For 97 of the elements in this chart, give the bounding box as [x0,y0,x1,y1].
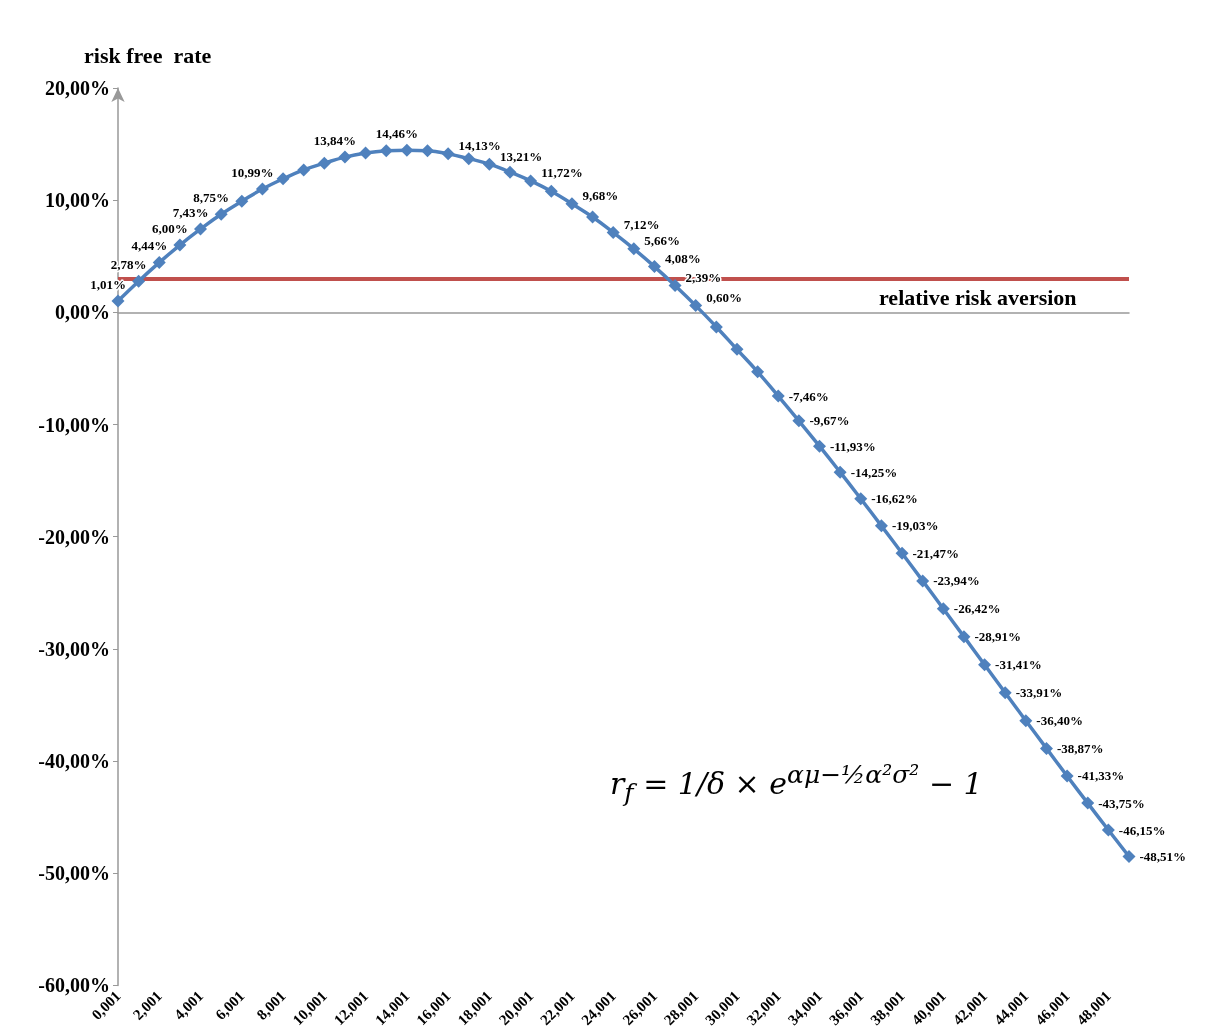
point [957,630,971,644]
data-label: -31,41% [995,657,1042,673]
point [152,256,166,270]
data-label: 5,66% [644,233,681,249]
point [276,172,290,186]
point [689,299,703,313]
data-label: 2,39% [685,270,722,286]
point [297,163,311,177]
point [1060,769,1074,783]
y-tick-label: 10,00% [45,189,110,212]
point [854,492,868,506]
point [482,157,496,171]
data-label: 9,68% [582,188,619,204]
data-label: 14,46% [375,125,418,141]
data-label: -9,67% [809,413,850,429]
point [565,197,579,211]
y-tick-label: -40,00% [38,750,110,773]
data-label: 8,75% [193,189,230,205]
y-tick-label: -10,00% [38,413,110,436]
point [544,184,558,198]
data-label: -48,51% [1139,849,1187,865]
point [1122,850,1136,864]
y-tick-label: -50,00% [38,862,110,885]
point [132,274,146,288]
point [379,144,393,158]
data-label: 13,21% [499,148,543,164]
data-label: 7,43% [172,204,209,220]
data-label: 10,99% [231,164,274,180]
data-label: 6,00% [152,220,188,236]
point [936,602,950,616]
point [606,225,620,239]
point [771,389,785,403]
annotation: r$_{f}$ = 1/δ × e$^{αμ−½α²σ²}$ − 1 [610,760,983,807]
point [173,238,187,252]
data-label: -26,42% [953,601,1001,617]
point [668,279,682,293]
data-label: -14,25% [850,464,898,480]
point [874,519,888,533]
y-tick-label: 20,00% [45,77,110,99]
point [833,465,847,479]
point [792,414,806,428]
data-label: -43,75% [1098,795,1145,811]
point [813,439,827,453]
point [647,260,661,274]
point [586,210,600,224]
data-label: -33,91% [1015,685,1063,701]
point [709,320,723,334]
data-label: 13,84% [313,132,357,148]
point [441,147,455,161]
point [359,146,373,160]
y-axis-title: risk free rate [84,42,212,68]
data-label: 1,01% [90,276,126,292]
point [978,658,992,672]
y-tick-label: -30,00% [38,637,110,660]
data-label: -46,15% [1118,822,1166,838]
point [895,546,909,560]
data-label: 7,12% [623,216,660,232]
point [751,365,765,379]
point [462,152,476,166]
data-label: 4,08% [664,251,701,267]
data-label: -23,94% [933,573,980,589]
data-label: -19,03% [891,518,939,534]
point [338,150,352,164]
x-axis-title: relative risk aversion [879,284,1077,310]
point [524,174,538,188]
data-label: 4,44% [131,238,168,254]
y-tick-label: -20,00% [38,525,110,548]
point [627,242,641,256]
data-label: -41,33% [1077,768,1125,784]
point [214,207,228,221]
point [194,222,208,236]
data-label: 11,72% [541,165,583,181]
data-label: -36,40% [1036,713,1083,729]
data-label: 0,60% [706,290,742,306]
point [998,686,1012,700]
data-label: -38,87% [1056,740,1104,756]
y-tick-label: 0,00% [55,301,110,324]
point [1081,796,1095,810]
data-label: -7,46% [788,388,829,404]
point [916,574,930,588]
point [1101,823,1115,837]
data-label: -21,47% [912,545,960,561]
point [255,182,269,196]
point [1039,741,1053,755]
point [730,342,744,356]
point [503,165,517,179]
data-label: 2,78% [110,256,147,272]
point [420,144,434,158]
point [317,156,331,170]
point [235,194,249,208]
data-label: -11,93% [830,438,876,454]
point [111,294,125,308]
data-label: -16,62% [871,491,918,507]
data-label: -28,91% [974,629,1022,645]
point [1019,714,1033,728]
data-label: 14,13% [458,138,501,154]
point [400,143,414,157]
